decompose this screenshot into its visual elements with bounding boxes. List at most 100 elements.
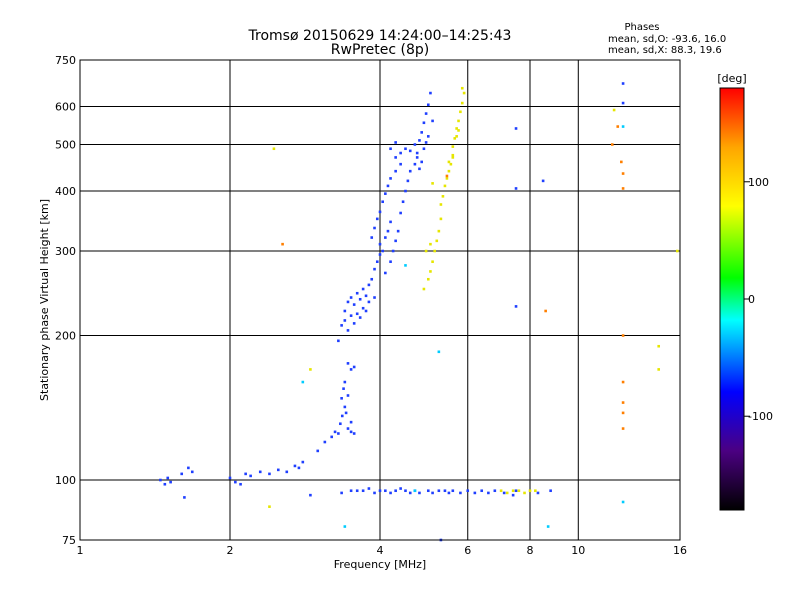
data-point (384, 271, 387, 275)
data-point (621, 427, 625, 430)
data-point (499, 489, 503, 493)
data-point (429, 242, 432, 246)
data-point (285, 470, 289, 474)
data-point (375, 217, 379, 221)
data-point (431, 491, 434, 495)
data-point (323, 440, 327, 444)
data-point (441, 195, 445, 198)
data-point (422, 121, 426, 125)
data-point (431, 260, 434, 264)
data-point (373, 226, 376, 230)
colorbar (719, 87, 745, 511)
data-point (480, 489, 484, 493)
data-point (466, 489, 470, 493)
data-point (443, 184, 447, 188)
data-point (399, 162, 402, 166)
data-point (534, 489, 537, 493)
data-point (394, 239, 397, 243)
colorbar-tick-label: 0 (748, 293, 755, 306)
data-point (404, 189, 407, 193)
data-point (281, 242, 284, 246)
data-point (426, 135, 430, 138)
data-point (413, 162, 417, 166)
data-point (358, 297, 362, 301)
x-tick-label: 6 (464, 544, 471, 557)
colorbar-label: [deg] (717, 72, 746, 85)
data-point (340, 324, 343, 327)
data-point (511, 489, 515, 493)
data-point (404, 147, 407, 151)
data-point (337, 432, 340, 435)
data-point (437, 350, 441, 354)
x-tick-label: 4 (377, 544, 384, 557)
data-point (355, 312, 359, 316)
data-point (384, 236, 387, 239)
data-point (358, 316, 362, 319)
data-point (339, 422, 342, 426)
data-point (349, 368, 353, 371)
y-tick-label: 200 (55, 330, 76, 343)
data-point (439, 203, 443, 206)
data-point (457, 129, 460, 132)
data-point (404, 264, 407, 267)
data-point (437, 229, 441, 233)
data-point (408, 491, 412, 495)
data-point (352, 365, 356, 369)
data-point (389, 260, 392, 264)
data-point (426, 103, 430, 107)
data-point (276, 468, 280, 472)
data-point (493, 489, 497, 493)
data-point (429, 270, 432, 273)
data-point (349, 296, 353, 299)
data-point (342, 387, 345, 390)
data-point (621, 172, 625, 175)
data-point (415, 151, 419, 155)
data-point (621, 401, 625, 404)
data-point (340, 414, 344, 418)
data-point (378, 253, 382, 256)
data-point (621, 82, 625, 85)
data-point (367, 283, 371, 287)
data-point (424, 141, 428, 144)
data-point (352, 303, 356, 306)
data-point (367, 487, 371, 490)
data-point (460, 86, 464, 90)
data-point (406, 179, 410, 183)
colorbar-tick-label: -100 (748, 410, 773, 423)
data-point (234, 480, 237, 484)
data-point (451, 156, 455, 159)
data-point (343, 405, 347, 409)
data-point (621, 187, 625, 190)
data-point (378, 210, 382, 214)
data-point (375, 260, 379, 264)
data-point (457, 119, 460, 123)
data-point (301, 460, 305, 464)
data-point (657, 344, 660, 348)
x-tick-label: 2 (227, 544, 234, 557)
data-point (373, 296, 376, 299)
data-point (309, 493, 312, 497)
data-point (346, 329, 350, 332)
data-point (349, 420, 353, 424)
data-point (389, 147, 392, 151)
data-point (612, 108, 616, 112)
y-axis-ticks: 75 100 200 300 400 500 600 750 (55, 54, 76, 547)
data-point (449, 162, 453, 166)
data-point (420, 131, 423, 134)
stats-o-line: mean, sd,O: -93.6, 16.0 (608, 34, 726, 45)
data-point (349, 489, 353, 493)
data-point (445, 177, 449, 180)
data-point (183, 496, 186, 499)
stats-x-line: mean, sd,X: 88.3, 19.6 (608, 45, 722, 56)
data-point (394, 141, 397, 144)
data-point (675, 249, 679, 253)
data-point (422, 287, 426, 291)
data-point (378, 242, 382, 246)
data-point (373, 267, 376, 271)
data-point (437, 489, 441, 493)
data-point (258, 470, 262, 474)
chart-title: Tromsø 20150629 14:24:00–14:25:43 (248, 28, 512, 44)
data-point (381, 249, 384, 253)
data-points (159, 82, 679, 542)
data-point (621, 500, 625, 504)
